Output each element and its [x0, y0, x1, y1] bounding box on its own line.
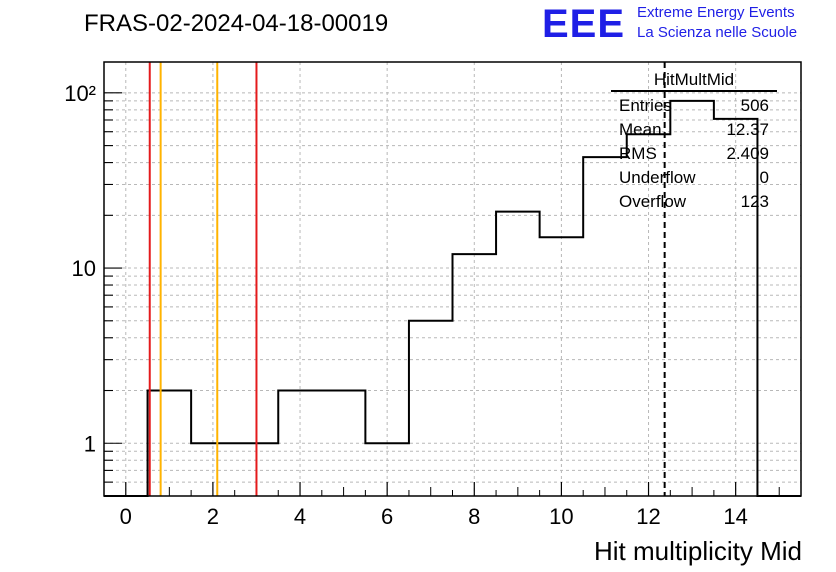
stats-row-overflow: Overflow 123: [611, 190, 777, 214]
stats-row-underflow: Underflow 0: [611, 166, 777, 190]
stats-title: HitMultMid: [611, 70, 777, 92]
x-tick-label: 10: [549, 504, 573, 529]
stats-value: 12.37: [726, 120, 769, 139]
stats-row-entries: Entries 506: [611, 94, 777, 118]
stats-label: RMS: [619, 144, 657, 163]
x-tick-label: 4: [294, 504, 306, 529]
stats-box: HitMultMid Entries 506 Mean 12.37 RMS 2.409…: [611, 70, 777, 214]
y-tick-label: 1: [84, 431, 96, 456]
logo-tagline-2: La Scienza nelle Scuole: [637, 24, 798, 41]
tick-labels: 0 2 4 6 8 10 12 14 1 10 10²: [64, 81, 748, 529]
stats-value: 506: [740, 96, 769, 115]
x-tick-label: 0: [120, 504, 132, 529]
stats-value: 123: [740, 192, 769, 211]
stats-label: Underflow: [619, 168, 696, 187]
x-axis-label: Hit multiplicity Mid: [593, 536, 802, 566]
x-tick-label: 14: [723, 504, 747, 529]
stats-label: Entries: [619, 96, 672, 115]
x-tick-label: 2: [207, 504, 219, 529]
run-title: FRAS-02-2024-04-18-00019: [84, 10, 389, 37]
marker-lines: [148, 62, 666, 496]
x-tick-label: 6: [381, 504, 393, 529]
y-tick-label: 10: [72, 256, 96, 281]
stats-row-mean: Mean 12.37: [611, 118, 777, 142]
stats-label: Mean: [619, 120, 662, 139]
histogram-line: [104, 99, 801, 497]
logo-tagline-1: Extreme Energy Events: [637, 4, 795, 21]
x-tick-label: 12: [636, 504, 660, 529]
stats-value: 0: [759, 168, 769, 187]
eee-logo: EEE: [542, 2, 626, 46]
stats-label: Overflow: [619, 192, 687, 211]
x-tick-label: 8: [468, 504, 480, 529]
stats-value: 2.409: [726, 144, 769, 163]
histogram-outline: [104, 99, 801, 497]
stats-row-rms: RMS 2.409: [611, 142, 777, 166]
plot-frame: [103, 61, 802, 497]
y-tick-label: 10²: [64, 81, 96, 106]
